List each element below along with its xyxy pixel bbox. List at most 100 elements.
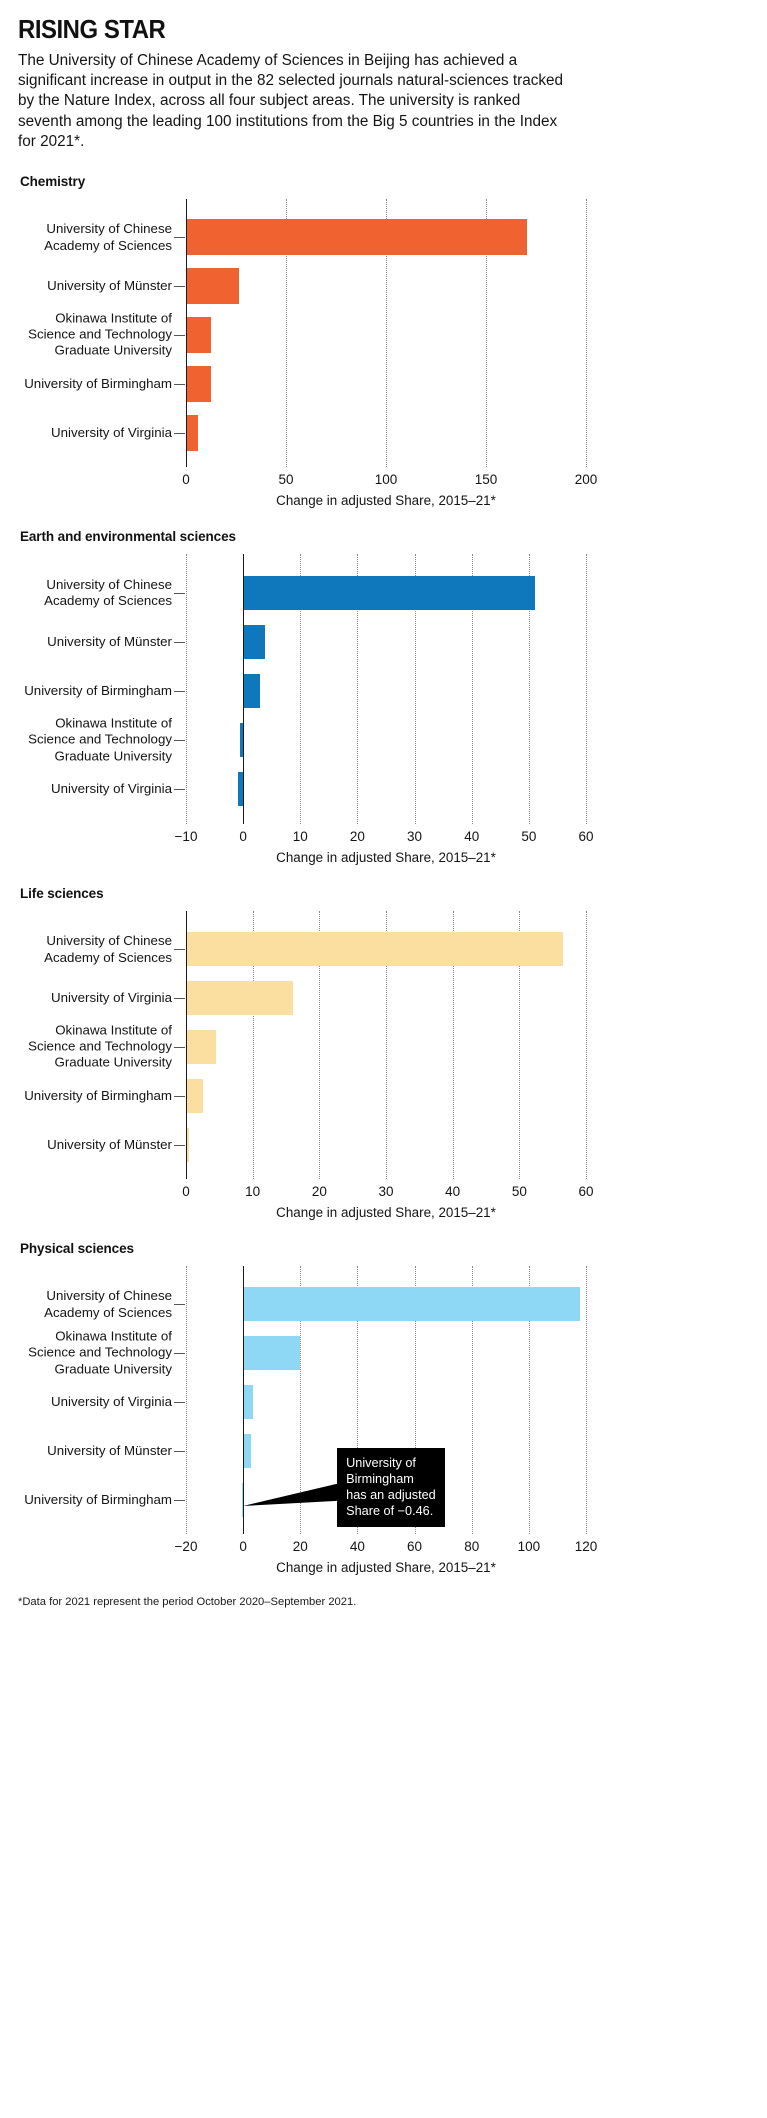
category-label: University of Chinese Academy of Science…	[44, 1288, 172, 1320]
plot-area: University of Chinese Academy of Science…	[24, 910, 594, 1220]
x-tick-label: 10	[245, 1183, 261, 1199]
bar	[186, 932, 563, 967]
bar	[186, 219, 527, 256]
zero-axis-line	[243, 553, 245, 824]
gridline	[586, 553, 587, 824]
bar	[243, 624, 265, 659]
category-label: Okinawa Institute of Science and Technol…	[28, 715, 172, 764]
gridline	[452, 910, 454, 1179]
category-tick	[174, 1095, 185, 1097]
gridline	[319, 910, 321, 1179]
annotation-line: has an adjusted	[346, 1487, 436, 1502]
category-tick	[174, 383, 185, 385]
category-tick	[174, 1144, 185, 1146]
x-tick-label: 0	[182, 1183, 190, 1199]
annotation-line: Share of −0.46.	[346, 1503, 434, 1518]
category-tick	[174, 286, 185, 288]
category-tick	[174, 334, 185, 336]
gridline	[586, 198, 587, 467]
x-tick-label: 20	[349, 828, 365, 844]
plot-wrapper: University of Chinese Academy of Science…	[18, 198, 749, 508]
x-tick-label: 120	[574, 1538, 598, 1554]
bar	[186, 316, 211, 353]
bar	[243, 575, 535, 610]
standfirst-text: The University of Chinese Academy of Sci…	[18, 52, 564, 150]
category-tick	[174, 237, 185, 239]
category-tick	[174, 592, 185, 594]
annotation-line: University of	[346, 1455, 416, 1470]
x-tick-label: −10	[174, 828, 198, 844]
chart-life-sciences: Life sciences University of Chinese Acade…	[18, 886, 749, 1231]
chart-title: Life sciences	[20, 885, 104, 901]
plot-wrapper: University of Chinese Academy of Science…	[18, 910, 749, 1220]
gridline	[528, 553, 530, 824]
bar	[186, 365, 211, 402]
infographic-page: RISING STAR The University of Chinese Ac…	[0, 14, 767, 2118]
x-tick-label: 60	[407, 1538, 423, 1554]
zero-axis-line	[243, 1265, 245, 1534]
bar	[238, 772, 244, 807]
category-label: University of Chinese Academy of Science…	[44, 933, 172, 965]
category-label: University of Birmingham	[24, 375, 172, 391]
x-tick-label: −20	[174, 1538, 198, 1554]
gridline	[357, 553, 359, 824]
chart-chemistry: Chemistry University of Chinese Academy o…	[18, 174, 749, 519]
chart-physical-sciences: Physical sciences University of Chinese A…	[18, 1241, 749, 1586]
category-tick	[174, 641, 185, 643]
category-label: University of Chinese Academy of Science…	[44, 221, 172, 253]
chart-earth-and-environmental-sciences: Earth and environmental sciences Universi…	[18, 529, 749, 876]
plot-area: University of Chinese Academy of Science…	[24, 1265, 597, 1575]
category-label: University of Birmingham	[24, 1087, 172, 1103]
category-tick	[174, 1450, 185, 1452]
category-label: University of Birmingham	[24, 682, 172, 698]
category-label: University of Münster	[47, 1442, 172, 1458]
bar	[240, 723, 244, 758]
x-tick-label: 150	[474, 471, 498, 487]
bar	[243, 1384, 254, 1419]
bar	[243, 1336, 301, 1371]
bar	[186, 981, 293, 1016]
category-tick	[174, 1304, 185, 1306]
x-tick-label: 80	[464, 1538, 480, 1554]
x-axis: 0 10 20 30 40 50 60 Change in adjusted Share, 2…	[182, 1179, 593, 1220]
plot-wrapper: University of Chinese Academy of Science…	[18, 1265, 749, 1575]
chart-title: Physical sciences	[20, 1240, 134, 1256]
gridline	[286, 198, 287, 467]
category-label: Okinawa Institute of Science and Technol…	[28, 1328, 172, 1377]
category-label: University of Virginia	[51, 990, 172, 1006]
page-title: RISING STAR	[18, 14, 166, 44]
category-tick	[174, 1046, 185, 1048]
x-tick-label: 60	[578, 828, 594, 844]
gridline	[486, 198, 487, 467]
footnote: *Data for 2021 represent the period Octo…	[18, 1595, 357, 1608]
chart-title: Chemistry	[20, 173, 86, 189]
annotation-callout: University of Birmingham has an adjusted Sh…	[337, 1447, 446, 1527]
gridline	[357, 1265, 359, 1534]
x-axis-title: Change in adjusted Share, 2015–21*	[276, 1559, 496, 1575]
x-tick-label: 20	[292, 1538, 308, 1554]
x-tick-label: 0	[239, 828, 247, 844]
category-label: University of Virginia	[51, 424, 172, 440]
gridline	[586, 1265, 587, 1534]
category-label: Okinawa Institute of Science and Technol…	[28, 310, 172, 359]
x-tick-label: 40	[349, 1538, 365, 1554]
x-tick-label: 10	[292, 828, 308, 844]
x-tick-label: 50	[278, 471, 294, 487]
category-label: University of Virginia	[51, 1393, 172, 1409]
callout-pointer	[243, 1474, 354, 1521]
category-label: University of Münster	[47, 1136, 172, 1152]
gridline	[300, 553, 302, 824]
category-tick	[174, 690, 185, 692]
gridline	[252, 910, 254, 1179]
x-axis: −20 0 20 40 60 80 100 120 Change in adjusted Sha…	[175, 1534, 598, 1575]
x-tick-label: 30	[378, 1183, 394, 1199]
category-tick	[174, 1499, 185, 1501]
category-tick	[174, 1401, 185, 1403]
x-axis-title: Change in adjusted Share, 2015–21*	[276, 492, 496, 508]
chart-title: Earth and environmental sciences	[20, 528, 236, 544]
category-tick	[174, 998, 185, 1000]
category-tick	[174, 432, 185, 434]
gridline	[414, 1265, 416, 1534]
gridline	[386, 198, 387, 467]
category-tick	[174, 789, 185, 791]
